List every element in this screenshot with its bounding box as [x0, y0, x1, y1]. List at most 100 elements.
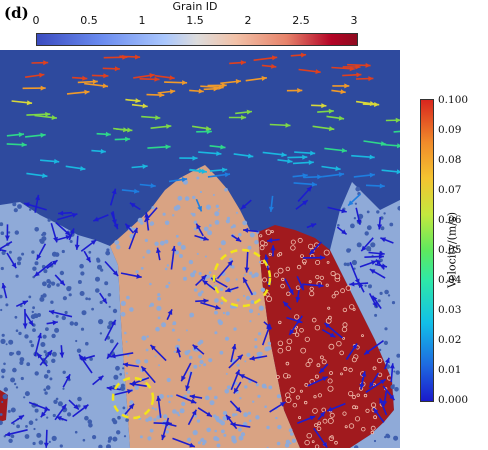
velocity-arrow — [220, 79, 242, 85]
velocity-arrow — [34, 194, 40, 213]
droplet — [42, 231, 47, 236]
velocity-tick: 0.03 — [438, 304, 462, 316]
velocity-tick: 0.02 — [438, 334, 462, 346]
velocity-arrow — [35, 243, 47, 261]
droplet — [198, 272, 202, 276]
velocity-arrow — [46, 320, 58, 326]
droplet — [268, 385, 273, 390]
velocity-arrow — [302, 283, 324, 288]
droplet — [29, 340, 33, 344]
velocity-arrow — [122, 362, 140, 368]
velocity-arrow — [175, 394, 197, 404]
droplet — [52, 413, 56, 418]
droplet — [157, 293, 161, 297]
droplet — [206, 427, 211, 433]
droplet — [278, 320, 282, 325]
droplet — [313, 395, 317, 399]
droplet — [89, 357, 93, 361]
droplet — [266, 425, 270, 430]
velocity-arrow — [298, 68, 321, 74]
velocity-arrow — [74, 235, 80, 250]
droplet — [99, 332, 103, 335]
droplet — [304, 439, 310, 446]
droplet — [315, 259, 321, 265]
droplet — [67, 412, 72, 417]
droplet — [260, 287, 266, 292]
droplet — [98, 444, 103, 448]
velocity-arrow — [66, 89, 90, 95]
droplet — [199, 190, 202, 194]
droplet — [224, 336, 230, 341]
velocity-arrow — [91, 73, 109, 79]
droplet — [396, 353, 400, 358]
velocity-arrow — [231, 234, 242, 243]
droplet — [168, 281, 171, 285]
droplet — [88, 250, 92, 254]
droplet — [187, 437, 192, 442]
droplet — [194, 414, 198, 418]
velocity-arrow — [342, 72, 362, 78]
velocity-arrow — [6, 142, 27, 148]
velocity-arrow — [318, 363, 329, 374]
droplet — [46, 416, 49, 419]
droplet — [127, 354, 130, 357]
velocity-arrow — [202, 279, 216, 291]
velocity-arrow — [192, 344, 205, 355]
droplet — [229, 257, 233, 262]
droplet — [48, 440, 51, 443]
velocity-arrow — [359, 260, 377, 268]
droplet — [243, 274, 246, 276]
droplet — [95, 288, 100, 293]
velocity-arrow — [326, 115, 345, 121]
droplet — [34, 261, 39, 266]
velocity-arrow — [166, 309, 173, 321]
droplet — [250, 300, 255, 304]
velocity-arrow — [342, 64, 361, 70]
grain-colorbar-title: Grain ID — [172, 0, 218, 13]
velocity-arrow — [109, 188, 117, 206]
droplet — [245, 295, 251, 301]
velocity-arrow — [139, 183, 156, 189]
velocity-arrow — [345, 343, 358, 360]
droplet — [209, 400, 215, 406]
droplet — [214, 429, 217, 433]
droplet — [88, 297, 91, 301]
droplet — [373, 439, 377, 443]
droplet — [201, 437, 205, 441]
droplet — [215, 204, 219, 208]
grain-tick: 2.5 — [292, 14, 310, 27]
highlight-circle — [212, 248, 272, 308]
velocity-arrow — [80, 239, 97, 252]
droplet — [99, 300, 103, 304]
velocity-arrow — [0, 248, 7, 252]
droplet — [35, 418, 38, 421]
droplet — [394, 387, 399, 392]
solute-droplets — [0, 176, 400, 448]
droplet — [157, 296, 162, 301]
droplet — [247, 411, 251, 415]
droplet — [246, 352, 251, 357]
droplet — [175, 204, 181, 210]
droplet — [12, 422, 15, 425]
velocity-arrow — [59, 345, 65, 358]
droplet — [85, 297, 89, 301]
droplet — [0, 413, 3, 416]
velocity-arrow — [360, 237, 374, 252]
droplet — [226, 216, 231, 220]
droplet — [255, 415, 260, 420]
droplet — [348, 390, 354, 397]
droplet — [17, 204, 22, 209]
droplet — [214, 310, 218, 315]
droplet — [346, 262, 350, 267]
droplet — [81, 310, 87, 316]
droplet — [204, 255, 207, 258]
droplet — [366, 210, 370, 214]
droplet — [235, 211, 239, 214]
droplet — [46, 369, 51, 374]
droplet — [378, 348, 382, 352]
droplet — [112, 419, 118, 425]
droplet — [329, 371, 333, 375]
velocity-arrow — [28, 401, 50, 411]
droplet — [146, 335, 149, 338]
velocity-arrow — [393, 130, 400, 133]
